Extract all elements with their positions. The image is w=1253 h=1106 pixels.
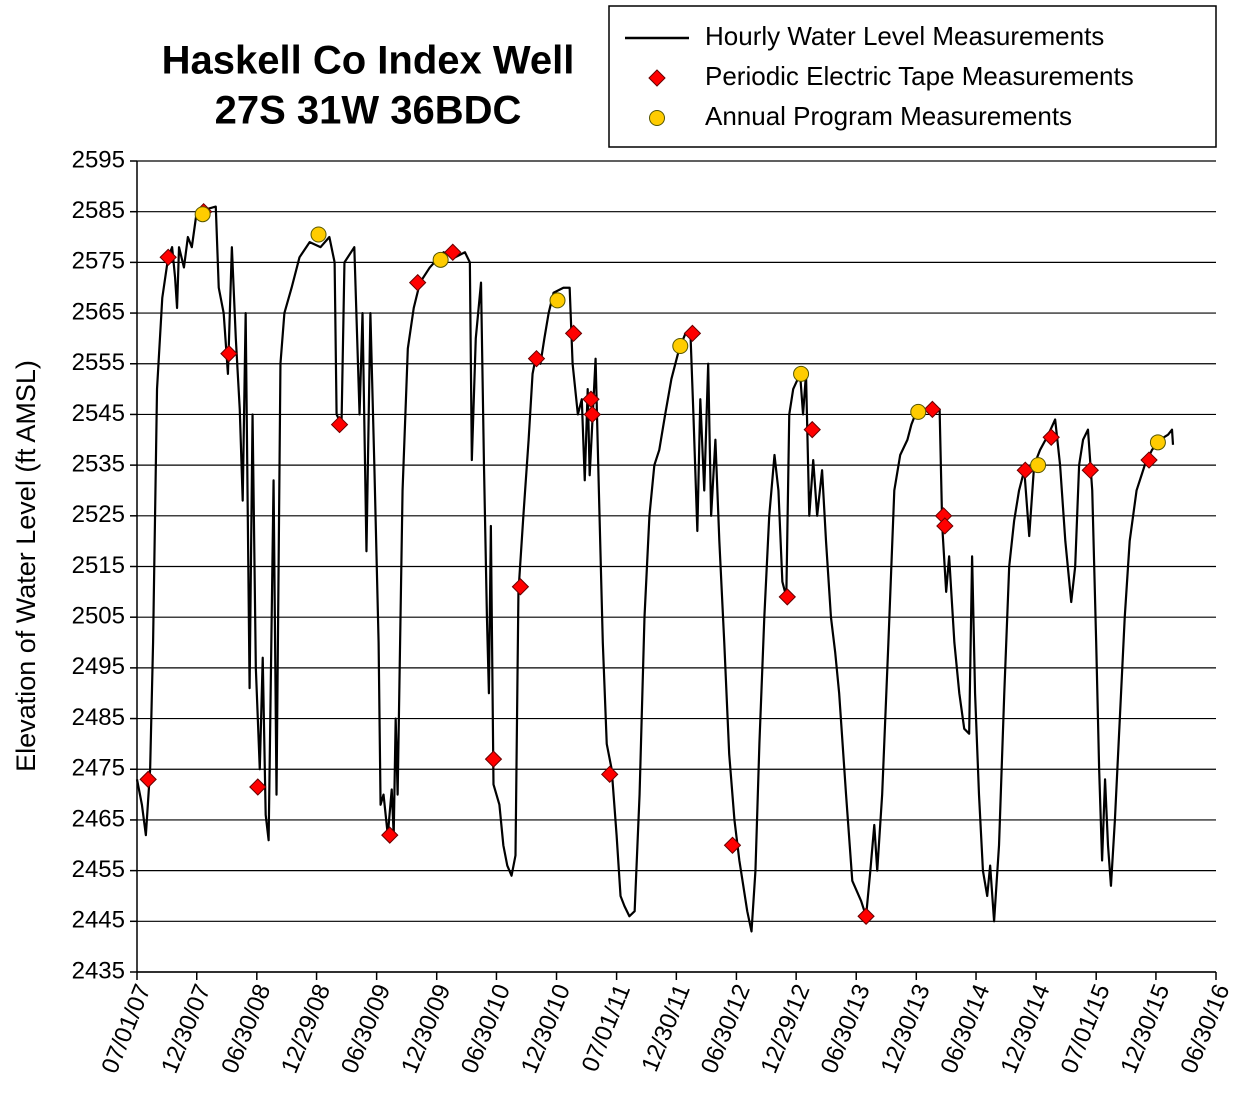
x-tick-label: 06/30/10 bbox=[456, 981, 516, 1078]
diamond-marker bbox=[857, 907, 875, 925]
legend-box bbox=[608, 5, 1217, 148]
x-tick-label: 12/29/12 bbox=[756, 981, 816, 1078]
diamond-marker bbox=[723, 836, 742, 854]
diamond-marker bbox=[803, 420, 821, 439]
y-tick-label: 2485 bbox=[72, 704, 125, 731]
diamond-marker bbox=[527, 349, 546, 368]
diamond-marker bbox=[159, 248, 177, 267]
diamond-marker bbox=[330, 415, 349, 434]
legend-label: Hourly Water Level Measurements bbox=[705, 21, 1104, 51]
x-tick-label: 06/30/08 bbox=[216, 981, 276, 1078]
diamond-marker bbox=[600, 765, 619, 784]
x-tick-label: 12/29/08 bbox=[276, 981, 336, 1078]
diamond-marker bbox=[249, 778, 267, 796]
y-tick-label: 2535 bbox=[72, 450, 125, 477]
y-tick-label: 2465 bbox=[72, 805, 125, 832]
y-tick-label: 2455 bbox=[72, 856, 125, 883]
x-tick-label: 12/30/09 bbox=[396, 981, 456, 1078]
x-tick-label: 12/30/11 bbox=[636, 981, 695, 1076]
diamond-marker bbox=[444, 243, 462, 261]
diamond-marker bbox=[381, 826, 399, 844]
diamond-marker bbox=[408, 273, 427, 292]
legend-label: Periodic Electric Tape Measurements bbox=[705, 61, 1134, 91]
x-tick-label: 12/30/14 bbox=[996, 981, 1056, 1078]
y-tick-label: 2475 bbox=[72, 755, 125, 782]
diamond-marker bbox=[1042, 428, 1060, 446]
y-tick-label: 2565 bbox=[72, 298, 125, 325]
y-tick-label: 2545 bbox=[72, 400, 125, 427]
diamond-marker bbox=[583, 405, 602, 424]
circle-marker bbox=[194, 206, 211, 223]
y-tick-label: 2515 bbox=[72, 552, 125, 579]
diamond-marker bbox=[220, 344, 238, 363]
y-tick-label: 2575 bbox=[72, 248, 125, 275]
diamond-marker bbox=[778, 588, 796, 606]
x-tick-label: 06/30/16 bbox=[1175, 981, 1235, 1078]
circle-marker bbox=[910, 403, 927, 420]
water-level-line bbox=[135, 205, 1175, 933]
x-tick-label: 06/30/12 bbox=[696, 981, 756, 1078]
x-tick-label: 12/30/13 bbox=[876, 981, 936, 1078]
diamond-marker bbox=[648, 69, 666, 87]
x-tick-label: 12/30/07 bbox=[156, 981, 216, 1078]
x-tick-label: 06/30/14 bbox=[935, 981, 995, 1078]
diamond-marker bbox=[564, 324, 583, 343]
circle-marker bbox=[549, 292, 566, 309]
y-tick-label: 2595 bbox=[72, 146, 125, 173]
diamond-marker bbox=[484, 750, 503, 768]
circle-marker bbox=[1030, 457, 1047, 474]
x-tick-label: 06/30/13 bbox=[816, 981, 876, 1078]
circle-marker bbox=[1149, 434, 1166, 451]
y-tick-label: 2495 bbox=[72, 653, 125, 680]
diamond-marker bbox=[1140, 451, 1158, 469]
x-tick-label: 07/01/15 bbox=[1056, 981, 1116, 1078]
x-tick-label: 12/30/15 bbox=[1115, 981, 1175, 1078]
legend-label: Annual Program Measurements bbox=[705, 101, 1072, 131]
circle-marker bbox=[672, 338, 689, 355]
diamond-marker bbox=[139, 770, 157, 789]
diamond-marker bbox=[1081, 461, 1099, 479]
chart-subtitle: 27S 31W 36BDC bbox=[215, 89, 522, 133]
diamond-marker bbox=[923, 400, 942, 419]
diamond-marker bbox=[511, 578, 530, 596]
plot-area: 2435 2445 2455 2465 2475 2485 2495 2505 2515 2525… bbox=[72, 146, 1236, 1077]
legend: Hourly Water Level Measurements Periodic … bbox=[608, 5, 1217, 148]
x-tick-label: 06/30/09 bbox=[336, 981, 396, 1078]
y-tick-label: 2445 bbox=[72, 907, 125, 934]
y-axis-label: Elevation of Water Level (ft AMSL) bbox=[11, 360, 41, 772]
circle-marker bbox=[649, 110, 665, 126]
circle-marker bbox=[793, 365, 810, 382]
y-tick-label: 2435 bbox=[72, 957, 125, 984]
circle-marker bbox=[432, 251, 449, 268]
y-tick-label: 2555 bbox=[72, 349, 125, 376]
chart-title: Haskell Co Index Well bbox=[162, 39, 575, 83]
y-tick-label: 2505 bbox=[72, 603, 125, 630]
y-tick-label: 2585 bbox=[72, 197, 125, 224]
circle-marker bbox=[310, 226, 327, 243]
x-tick-label: 07/01/11 bbox=[577, 981, 636, 1076]
x-tick-label: 12/30/10 bbox=[516, 981, 576, 1078]
diamond-marker bbox=[936, 517, 954, 535]
diamond-marker bbox=[683, 324, 702, 343]
y-tick-label: 2525 bbox=[72, 501, 125, 528]
x-tick-label: 07/01/07 bbox=[96, 981, 156, 1078]
